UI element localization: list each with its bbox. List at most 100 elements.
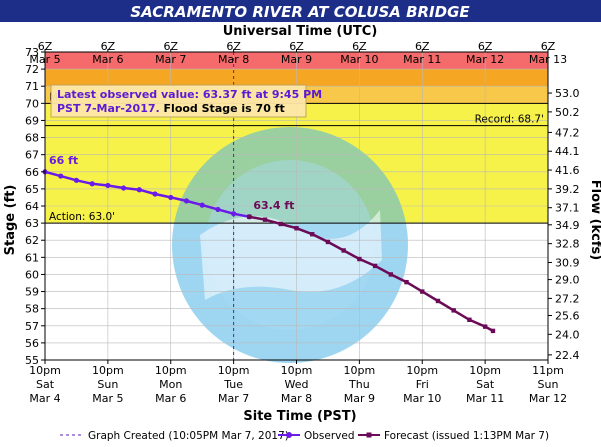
observed-point [152, 191, 158, 197]
pst-tick-date: Mar 12 [529, 392, 567, 405]
stage-tick-label: 58 [25, 303, 39, 316]
title-bar [0, 0, 601, 22]
forecast-point [404, 279, 409, 285]
utc-tick-hour: 6Z [163, 40, 178, 53]
pst-tick-date: Mar 6 [155, 392, 186, 405]
observed-point [199, 202, 205, 208]
legend-forecast-marker [366, 432, 372, 438]
stage-tick-label: 68 [25, 132, 39, 145]
forecast-point [310, 232, 315, 237]
stage-tick-label: 64 [25, 200, 39, 213]
forecast-point [490, 328, 496, 334]
pst-tick-day: Mon [159, 378, 182, 391]
utc-tick-hour: 6Z [415, 40, 430, 53]
pst-tick-day: Thu [348, 378, 370, 391]
stage-tick-label: 65 [25, 183, 39, 196]
utc-tick-date: Mar 12 [466, 53, 504, 66]
pst-tick-day: Sat [36, 378, 55, 391]
flow-tick-label: 44.1 [555, 145, 580, 158]
flow-tick-label: 24.0 [555, 328, 580, 341]
forecast-point [247, 214, 252, 219]
stage-tick-label: 57 [25, 320, 39, 333]
observed-point [168, 194, 174, 201]
forecast-start-label: 63.4 ft [253, 199, 294, 212]
threshold-label: Action: 63.0' [49, 211, 115, 223]
forecast-point [262, 217, 268, 222]
flow-tick-label: 39.2 [555, 183, 580, 196]
utc-tick-date: Mar 10 [340, 53, 378, 66]
flow-tick-label: 29.0 [555, 274, 580, 287]
flow-tick-label: 22.4 [555, 349, 580, 362]
pst-tick-day: Wed [285, 378, 309, 391]
info-box-line1: Latest observed value: 63.37 ft at 9:45 … [57, 88, 322, 101]
utc-tick-date: Mar 5 [29, 53, 60, 66]
stage-tick-labels: 55 56 57 58 59 60 61 62 63 64 65 66 67 68 69 70 71 72 73 [25, 46, 45, 367]
forecast-point [467, 317, 472, 322]
stage-tick-label: 59 [25, 286, 39, 299]
stage-tick-label: 62 [25, 234, 39, 247]
pst-tick-date: Mar 10 [403, 392, 441, 405]
stage-tick-label: 67 [25, 149, 39, 162]
utc-tick-hour: 6Z [101, 40, 116, 53]
flow-tick-label: 37.1 [555, 202, 580, 215]
stage-tick-label: 72 [25, 63, 39, 76]
flow-tick-label: 25.6 [555, 310, 580, 323]
observed-point [120, 185, 127, 191]
pst-tick-time: 10pm [92, 364, 124, 377]
pst-tick-date: Mar 11 [466, 392, 504, 405]
top-axis-label: Universal Time (UTC) [223, 24, 378, 39]
forecast-point [357, 256, 362, 262]
observed-point [73, 177, 80, 183]
pst-tick-time: 10pm [469, 364, 501, 377]
pst-tick-day: Sun [538, 378, 559, 391]
utc-tick-date: Mar 7 [155, 53, 186, 66]
forecast-point [341, 248, 346, 253]
flow-tick-label: 41.6 [555, 164, 580, 177]
forecast-point [435, 298, 441, 304]
utc-tick-date: Mar 9 [281, 53, 312, 66]
pst-tick-time: 10pm [406, 364, 438, 377]
flow-tick-labels: 22.4 24.0 25.6 27.2 29.0 30.9 32.8 34.9 37.1 39.2… [548, 87, 580, 362]
flow-tick-label: 50.2 [555, 106, 580, 119]
flow-tick-label: 30.9 [555, 256, 580, 269]
stage-tick-label: 69 [25, 114, 39, 127]
observed-point [183, 198, 190, 204]
flow-tick-label: 47.2 [555, 126, 580, 139]
pst-tick-date: Mar 8 [281, 392, 312, 405]
flow-tick-label: 34.9 [555, 219, 580, 232]
forecast-point [420, 289, 425, 294]
pst-tick-day: Tue [223, 378, 243, 391]
pst-tick-time: 11pm [532, 364, 564, 377]
legend-forecast-label: Forecast (issued 1:13PM Mar 7) [384, 430, 549, 442]
legend-created-label: Graph Created (10:05PM Mar 7, 2017) [88, 430, 289, 442]
info-box-line2b: Flood Stage is 70 ft [164, 102, 285, 115]
y-axis-label: Stage (ft) [3, 185, 18, 256]
utc-tick-date: Mar 8 [218, 53, 249, 66]
flow-tick-label: 27.2 [555, 292, 580, 305]
utc-tick-date: Mar 11 [403, 53, 441, 66]
legend-observed-label: Observed [304, 430, 355, 442]
utc-tick-hour: 6Z [352, 40, 367, 53]
observed-peak-label: 66 ft [49, 154, 78, 167]
pst-tick-date: Mar 7 [218, 392, 249, 405]
observed-point [231, 211, 237, 217]
stage-tick-label: 71 [25, 80, 39, 93]
stage-tick-label: 60 [25, 268, 39, 281]
noaa-watermark [172, 127, 408, 363]
pst-tick-time: 10pm [344, 364, 376, 377]
pst-tick-time: 10pm [218, 364, 250, 377]
stage-tick-label: 56 [25, 337, 39, 350]
flow-tick-label: 53.0 [555, 87, 580, 100]
stage-tick-label: 73 [25, 46, 39, 59]
pst-tick-day: Fri [416, 378, 429, 391]
observed-point [105, 182, 111, 189]
info-box-line2a: PST 7-Mar-2017. [57, 102, 164, 115]
utc-tick-hour: 6Z [226, 40, 241, 53]
legend: Graph Created (10:05PM Mar 7, 2017) Obse… [60, 430, 549, 442]
observed-point [215, 206, 221, 213]
utc-tick-hour: 6Z [289, 40, 304, 53]
noaa-seagull-icon [200, 210, 382, 300]
